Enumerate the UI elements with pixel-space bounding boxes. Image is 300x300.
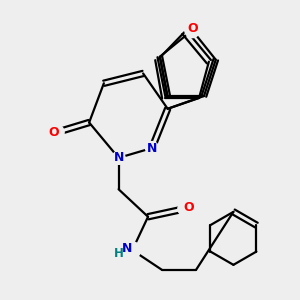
Circle shape <box>112 152 125 164</box>
Circle shape <box>124 242 141 258</box>
Text: O: O <box>49 126 59 139</box>
Circle shape <box>146 142 158 154</box>
Circle shape <box>185 23 200 38</box>
Text: N: N <box>113 152 124 164</box>
Text: N: N <box>122 242 132 255</box>
Text: O: O <box>187 22 197 35</box>
Circle shape <box>178 202 191 215</box>
Circle shape <box>50 125 64 140</box>
Text: H: H <box>114 247 124 260</box>
Text: O: O <box>184 201 194 214</box>
Text: N: N <box>147 142 157 154</box>
